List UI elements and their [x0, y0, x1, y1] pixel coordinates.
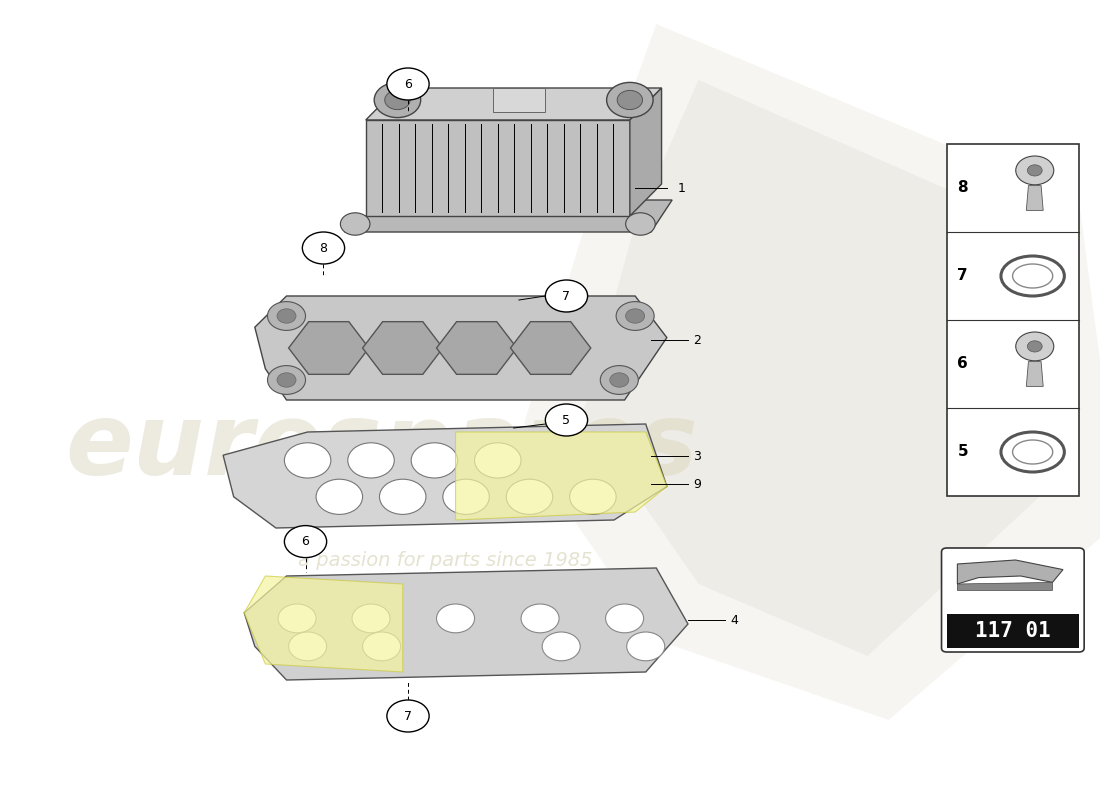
Polygon shape: [1026, 186, 1043, 210]
Text: 5: 5: [957, 445, 968, 459]
Circle shape: [521, 604, 559, 633]
Circle shape: [267, 302, 306, 330]
Circle shape: [411, 442, 458, 478]
Circle shape: [474, 442, 521, 478]
FancyBboxPatch shape: [942, 548, 1085, 652]
Circle shape: [363, 632, 400, 661]
Circle shape: [443, 479, 490, 514]
Text: 7: 7: [562, 290, 571, 302]
Circle shape: [316, 479, 363, 514]
Circle shape: [437, 604, 474, 633]
Polygon shape: [957, 560, 1063, 584]
Polygon shape: [365, 88, 661, 120]
Polygon shape: [519, 24, 1100, 720]
Circle shape: [606, 82, 653, 118]
Polygon shape: [455, 432, 667, 520]
Text: 7: 7: [404, 710, 412, 722]
Circle shape: [617, 90, 642, 110]
Text: 8: 8: [957, 181, 968, 195]
Polygon shape: [957, 582, 1053, 590]
Text: 1: 1: [678, 182, 685, 194]
Bar: [947, 144, 1079, 496]
Circle shape: [277, 373, 296, 387]
Circle shape: [374, 82, 420, 118]
Circle shape: [601, 366, 638, 394]
Circle shape: [302, 232, 344, 264]
Circle shape: [285, 526, 327, 558]
Circle shape: [542, 632, 580, 661]
Circle shape: [616, 302, 654, 330]
Circle shape: [277, 309, 296, 323]
Text: 4: 4: [730, 614, 738, 626]
Circle shape: [348, 442, 394, 478]
Circle shape: [267, 366, 306, 394]
Text: 8: 8: [319, 242, 328, 254]
Text: 7: 7: [957, 269, 968, 283]
Polygon shape: [365, 120, 630, 216]
Text: 6: 6: [301, 535, 309, 548]
Circle shape: [278, 604, 316, 633]
Polygon shape: [255, 296, 667, 400]
Circle shape: [627, 632, 664, 661]
Circle shape: [570, 479, 616, 514]
Polygon shape: [244, 568, 688, 680]
Polygon shape: [582, 80, 1058, 656]
Polygon shape: [630, 88, 661, 216]
Polygon shape: [344, 200, 672, 232]
Text: 117 01: 117 01: [975, 621, 1050, 642]
Circle shape: [352, 604, 390, 633]
Text: a passion for parts since 1985: a passion for parts since 1985: [298, 550, 592, 570]
Polygon shape: [1026, 362, 1043, 386]
Ellipse shape: [1013, 264, 1053, 288]
Circle shape: [1015, 332, 1054, 361]
Text: 3: 3: [693, 450, 701, 462]
Circle shape: [546, 404, 587, 436]
Circle shape: [1027, 341, 1042, 352]
Circle shape: [285, 442, 331, 478]
Polygon shape: [244, 576, 403, 672]
Bar: [947, 614, 1079, 648]
Text: eurospares: eurospares: [65, 399, 697, 497]
Circle shape: [1015, 156, 1054, 185]
Ellipse shape: [1013, 440, 1053, 464]
Circle shape: [340, 213, 370, 235]
Circle shape: [1027, 165, 1042, 176]
Circle shape: [387, 68, 429, 100]
Text: 6: 6: [404, 78, 411, 90]
Circle shape: [385, 90, 410, 110]
Circle shape: [626, 213, 656, 235]
Polygon shape: [223, 424, 667, 528]
Text: 6: 6: [957, 357, 968, 371]
Circle shape: [379, 479, 426, 514]
Circle shape: [506, 479, 552, 514]
FancyBboxPatch shape: [493, 88, 546, 112]
Text: 2: 2: [693, 334, 701, 346]
Circle shape: [609, 373, 629, 387]
Text: 9: 9: [693, 478, 701, 490]
Circle shape: [626, 309, 645, 323]
Circle shape: [606, 604, 643, 633]
Circle shape: [546, 280, 587, 312]
Circle shape: [387, 700, 429, 732]
Circle shape: [288, 632, 327, 661]
Text: 5: 5: [562, 414, 571, 426]
